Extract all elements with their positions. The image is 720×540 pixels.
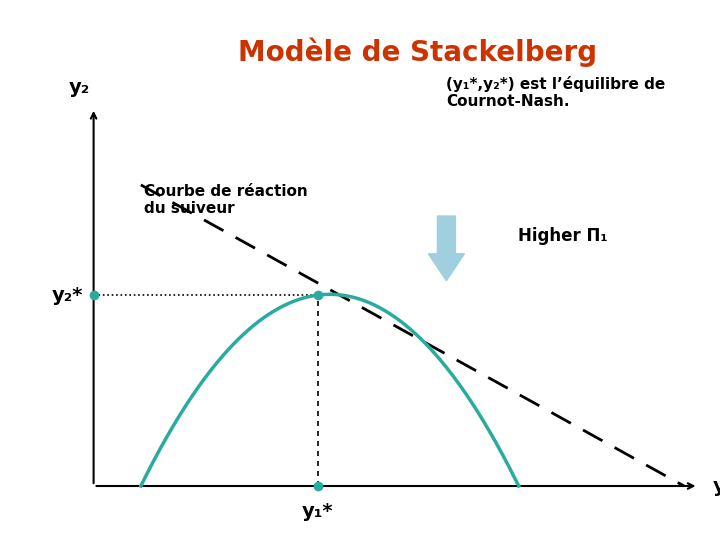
Text: (y₁*,y₂*) est l’équilibre de
Cournot-Nash.: (y₁*,y₂*) est l’équilibre de Cournot-Nas… bbox=[446, 76, 666, 109]
Text: y₂: y₂ bbox=[68, 78, 90, 97]
Text: y₁*: y₁* bbox=[302, 502, 333, 521]
Text: y₁: y₁ bbox=[713, 476, 720, 496]
Text: Courbe de réaction
du suiveur: Courbe de réaction du suiveur bbox=[144, 184, 307, 216]
FancyArrow shape bbox=[428, 216, 464, 281]
Text: y₂*: y₂* bbox=[51, 286, 83, 305]
Text: Modèle de Stackelberg: Modèle de Stackelberg bbox=[238, 38, 597, 68]
Text: Higher Π₁: Higher Π₁ bbox=[518, 227, 608, 245]
